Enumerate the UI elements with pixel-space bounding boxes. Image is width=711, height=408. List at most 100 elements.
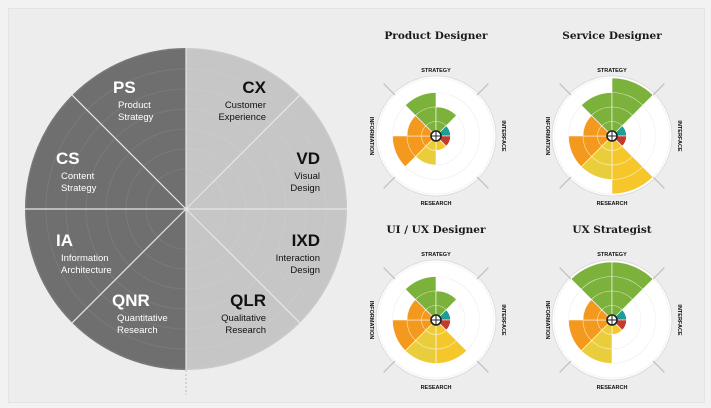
chart-sector-band: [611, 290, 633, 300]
wheel-segment-cs: [25, 95, 186, 209]
chart-sector: [404, 276, 437, 321]
axis-label-left: INFORMATION: [368, 117, 374, 155]
chart-axis-line: [652, 176, 665, 189]
chart-axis-line: [383, 267, 396, 280]
wheel-label-cx: Customer: [225, 100, 266, 111]
axis-label-bottom: RESEARCH: [421, 201, 452, 207]
chart-sector: [582, 115, 613, 137]
wheel-label-ixd: Interaction: [276, 253, 320, 264]
wheel-label-vd: Visual: [294, 171, 320, 182]
wheel-code-ps: PS: [113, 78, 136, 97]
chart-axis-line: [476, 267, 489, 280]
chart-sector: [611, 77, 654, 137]
chart-sector-band: [581, 276, 613, 290]
axis-label-top: STRATEGY: [597, 252, 627, 258]
wheel-label-vd: Design: [290, 183, 320, 194]
chart-axis-line: [652, 83, 665, 96]
chart-sector: [435, 106, 457, 137]
chart-sector-band: [435, 340, 457, 350]
axis-label-right: INTERFACE: [500, 120, 506, 152]
chart-sector-band: [421, 125, 426, 137]
wheel-segment-cx: [186, 48, 300, 209]
figure-frame: PS Product Strategy CS Content Strategy IA Info…: [8, 8, 705, 403]
chart-sector: [568, 135, 613, 168]
chart-sector-band: [591, 290, 613, 300]
axis-label-top: STRATEGY: [421, 68, 451, 74]
wheel-code-cs: CS: [56, 149, 80, 168]
wheel-segment-vd: [186, 95, 347, 209]
chart-axis-line: [476, 176, 489, 189]
chart-sector-band: [597, 309, 602, 321]
chart-sector-band: [611, 276, 643, 290]
chart-sector: [392, 319, 437, 352]
wheel-label-qnr: Quantitative: [117, 313, 168, 324]
wheel-code-qnr: QNR: [112, 291, 150, 310]
axis-label-left: INFORMATION: [544, 117, 550, 155]
wheel-label-ixd: Design: [290, 265, 320, 276]
axis-label-right: INTERFACE: [676, 120, 682, 152]
wheel-divider: [185, 94, 301, 210]
chart-sector: [582, 299, 613, 321]
axis-label-top: STRATEGY: [421, 252, 451, 258]
wheel-label-qlr: Research: [225, 325, 266, 336]
axis-label-top: STRATEGY: [597, 68, 627, 74]
wheel-label-qnr: Research: [117, 325, 158, 336]
wheel-label-cx: Experience: [218, 112, 266, 123]
chart-axis-line: [383, 360, 396, 373]
chart-sector-band: [611, 166, 643, 180]
chart-axis-line: [559, 360, 572, 373]
axis-label-bottom: RESEARCH: [421, 385, 452, 391]
wheel-code-ixd: IXD: [292, 231, 320, 250]
axis-label-right: INTERFACE: [500, 304, 506, 336]
chart-axis-line: [559, 176, 572, 189]
ux-discipline-wheel: PSProductStrategyCSContentStrategyIAInfo…: [25, 48, 347, 395]
chart-sector: [568, 319, 613, 352]
chart-ring: [377, 77, 495, 195]
chart-sector-band: [415, 290, 437, 300]
axis-label-right: INTERFACE: [676, 304, 682, 336]
chart-axis-line: [559, 267, 572, 280]
wheel-label-ps: Product: [118, 100, 151, 111]
wheel-segment-qlr: [186, 209, 300, 370]
chart-sector-band: [582, 319, 592, 341]
chart-sector-band: [406, 319, 416, 341]
wheel-code-vd: VD: [296, 149, 320, 168]
chart-sector: [404, 92, 437, 137]
wheel-divider: [185, 208, 301, 324]
role-chart-2: STRATEGY RESEARCH INFORMATION INTERFACE: [368, 252, 506, 391]
chart-sector-band: [415, 106, 437, 116]
chart-sector-band: [415, 340, 437, 350]
wheel-label-qlr: Qualitative: [221, 313, 266, 324]
wheel-segment-ps: [72, 48, 186, 209]
chart-axis-line: [383, 176, 396, 189]
chart-title-ux-strategist: UX Strategist: [572, 224, 652, 236]
chart-sector: [435, 290, 457, 321]
chart-title-ui-ux-designer: UI / UX Designer: [386, 224, 486, 236]
chart-title-product-designer: Product Designer: [384, 30, 488, 42]
wheel-label-ps: Strategy: [118, 112, 154, 123]
axis-label-bottom: RESEARCH: [597, 385, 628, 391]
wheel-label-cs: Content: [61, 171, 95, 182]
wheel-segment-qnr: [72, 209, 186, 370]
chart-axis-line: [476, 83, 489, 96]
chart-title-service-designer: Service Designer: [562, 30, 662, 42]
wheel-segment-ixd: [186, 209, 347, 323]
chart-sector-band: [591, 106, 613, 116]
chart-sector-band: [611, 106, 633, 116]
chart-axis-line: [559, 83, 572, 96]
chart-sector: [406, 115, 437, 137]
chart-axis-line: [383, 83, 396, 96]
chart-sector-band: [421, 309, 426, 321]
wheel-code-ia: IA: [56, 231, 73, 250]
wheel-label-cs: Strategy: [61, 183, 97, 194]
wheel-segment-ia: [25, 209, 186, 323]
chart-sector: [611, 261, 654, 321]
chart-sector: [611, 135, 654, 195]
role-skill-charts: STRATEGY RESEARCH INFORMATION INTERFACE STRA…: [368, 68, 682, 391]
chart-sector-band: [406, 135, 416, 157]
wheel-divider: [71, 208, 187, 324]
chart-ring: [377, 261, 495, 379]
chart-sector-band: [611, 156, 633, 166]
wheel-divider: [71, 94, 187, 210]
chart-sector: [392, 135, 437, 168]
